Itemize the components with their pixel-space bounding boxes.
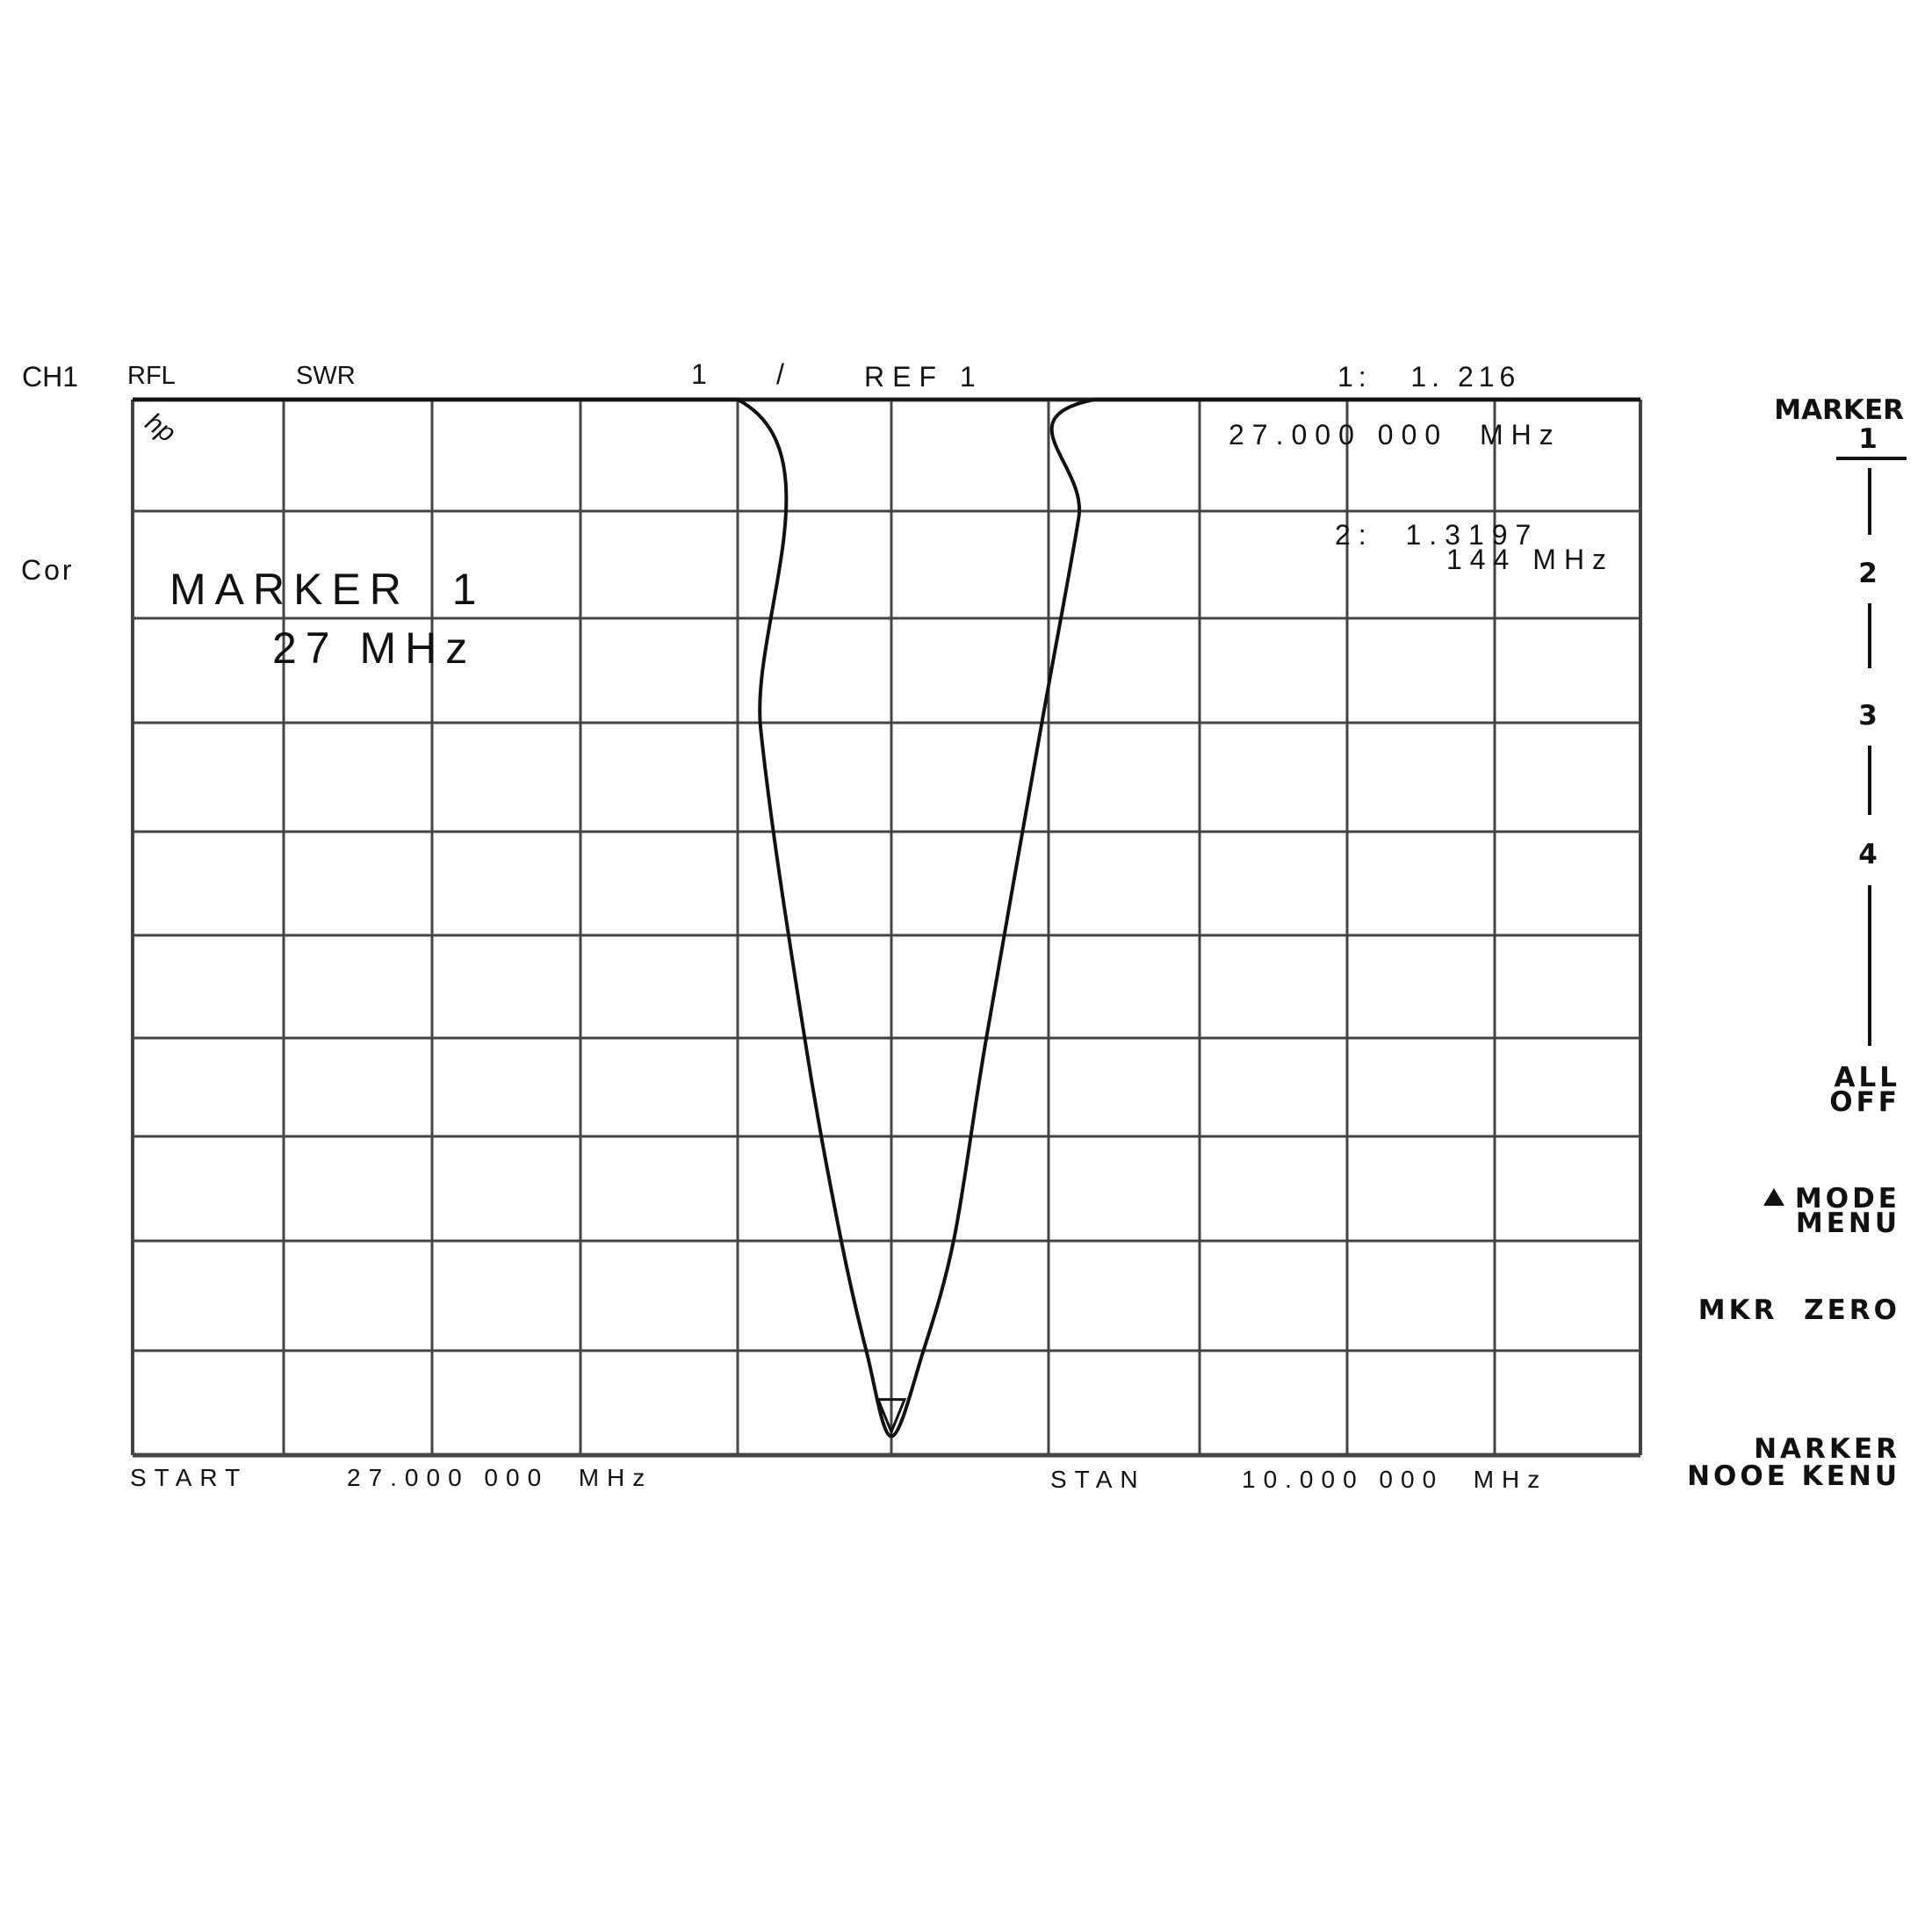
softkey-marker-2[interactable]: 2 bbox=[1858, 558, 1881, 589]
softkey-all-off-line1: ALL bbox=[1835, 1062, 1901, 1093]
span-label: STAN bbox=[1050, 1466, 1146, 1493]
softkey-marker-4[interactable]: 4 bbox=[1858, 839, 1881, 870]
start-label: START bbox=[130, 1464, 248, 1491]
softkey-marker-mode-menu[interactable]: NARKER NOOE KENU bbox=[1687, 1433, 1900, 1492]
softkey-marker-1[interactable]: 1 bbox=[1836, 423, 1907, 460]
softkey-marker-mode-line2: NOOE KENU bbox=[1687, 1460, 1900, 1492]
hp-logo: hp bbox=[140, 407, 180, 448]
marker1-frequency: 27.000 000 MHz bbox=[1229, 419, 1561, 451]
marker2-value: 2: 1.3197 bbox=[1335, 519, 1539, 551]
softkey-marker-3[interactable]: 3 bbox=[1858, 700, 1881, 732]
softkey-marker-title: MARKER bbox=[1774, 394, 1904, 426]
softkey-all-off[interactable]: ALL OFF bbox=[1829, 1062, 1900, 1118]
swr-trace bbox=[133, 398, 1640, 1438]
softkey-mode-menu[interactable]: MODE MENU bbox=[1763, 1183, 1900, 1239]
channel-label: CH1 bbox=[22, 361, 78, 393]
marker-triangle-icon bbox=[876, 1398, 907, 1436]
correction-indicator: Cor bbox=[21, 554, 75, 586]
triangle-up-icon bbox=[1763, 1188, 1784, 1206]
graticule bbox=[131, 397, 1642, 1458]
reference-value: REF 1 bbox=[864, 361, 984, 393]
span-value: 10.000 000 MHz bbox=[1242, 1466, 1547, 1493]
softkey-mode-menu-line1: MODE bbox=[1795, 1183, 1900, 1215]
softkey-mode-menu-line2: MENU bbox=[1796, 1208, 1900, 1239]
softkey-marker-1-label: 1 bbox=[1858, 423, 1881, 455]
softkey-marker-mode-line1: NARKER bbox=[1754, 1433, 1900, 1465]
softkey-mkr-zero[interactable]: MKR ZERO bbox=[1698, 1294, 1900, 1326]
scale-separator: / bbox=[776, 358, 784, 390]
format-label: RFL bbox=[127, 362, 176, 390]
measure-label: SWR bbox=[296, 362, 356, 390]
softkey-all-off-line2: OFF bbox=[1829, 1086, 1900, 1118]
marker1-readout: 1: 1. 216 bbox=[1337, 361, 1520, 393]
marker-frequency-large: 27 MHz bbox=[272, 624, 476, 673]
start-value: 27.000 000 MHz bbox=[347, 1464, 652, 1491]
scale-value: 1 bbox=[691, 358, 707, 390]
marker2-frequency: 144 MHz bbox=[1446, 544, 1614, 575]
marker-title: MARKER 1 bbox=[169, 565, 486, 614]
